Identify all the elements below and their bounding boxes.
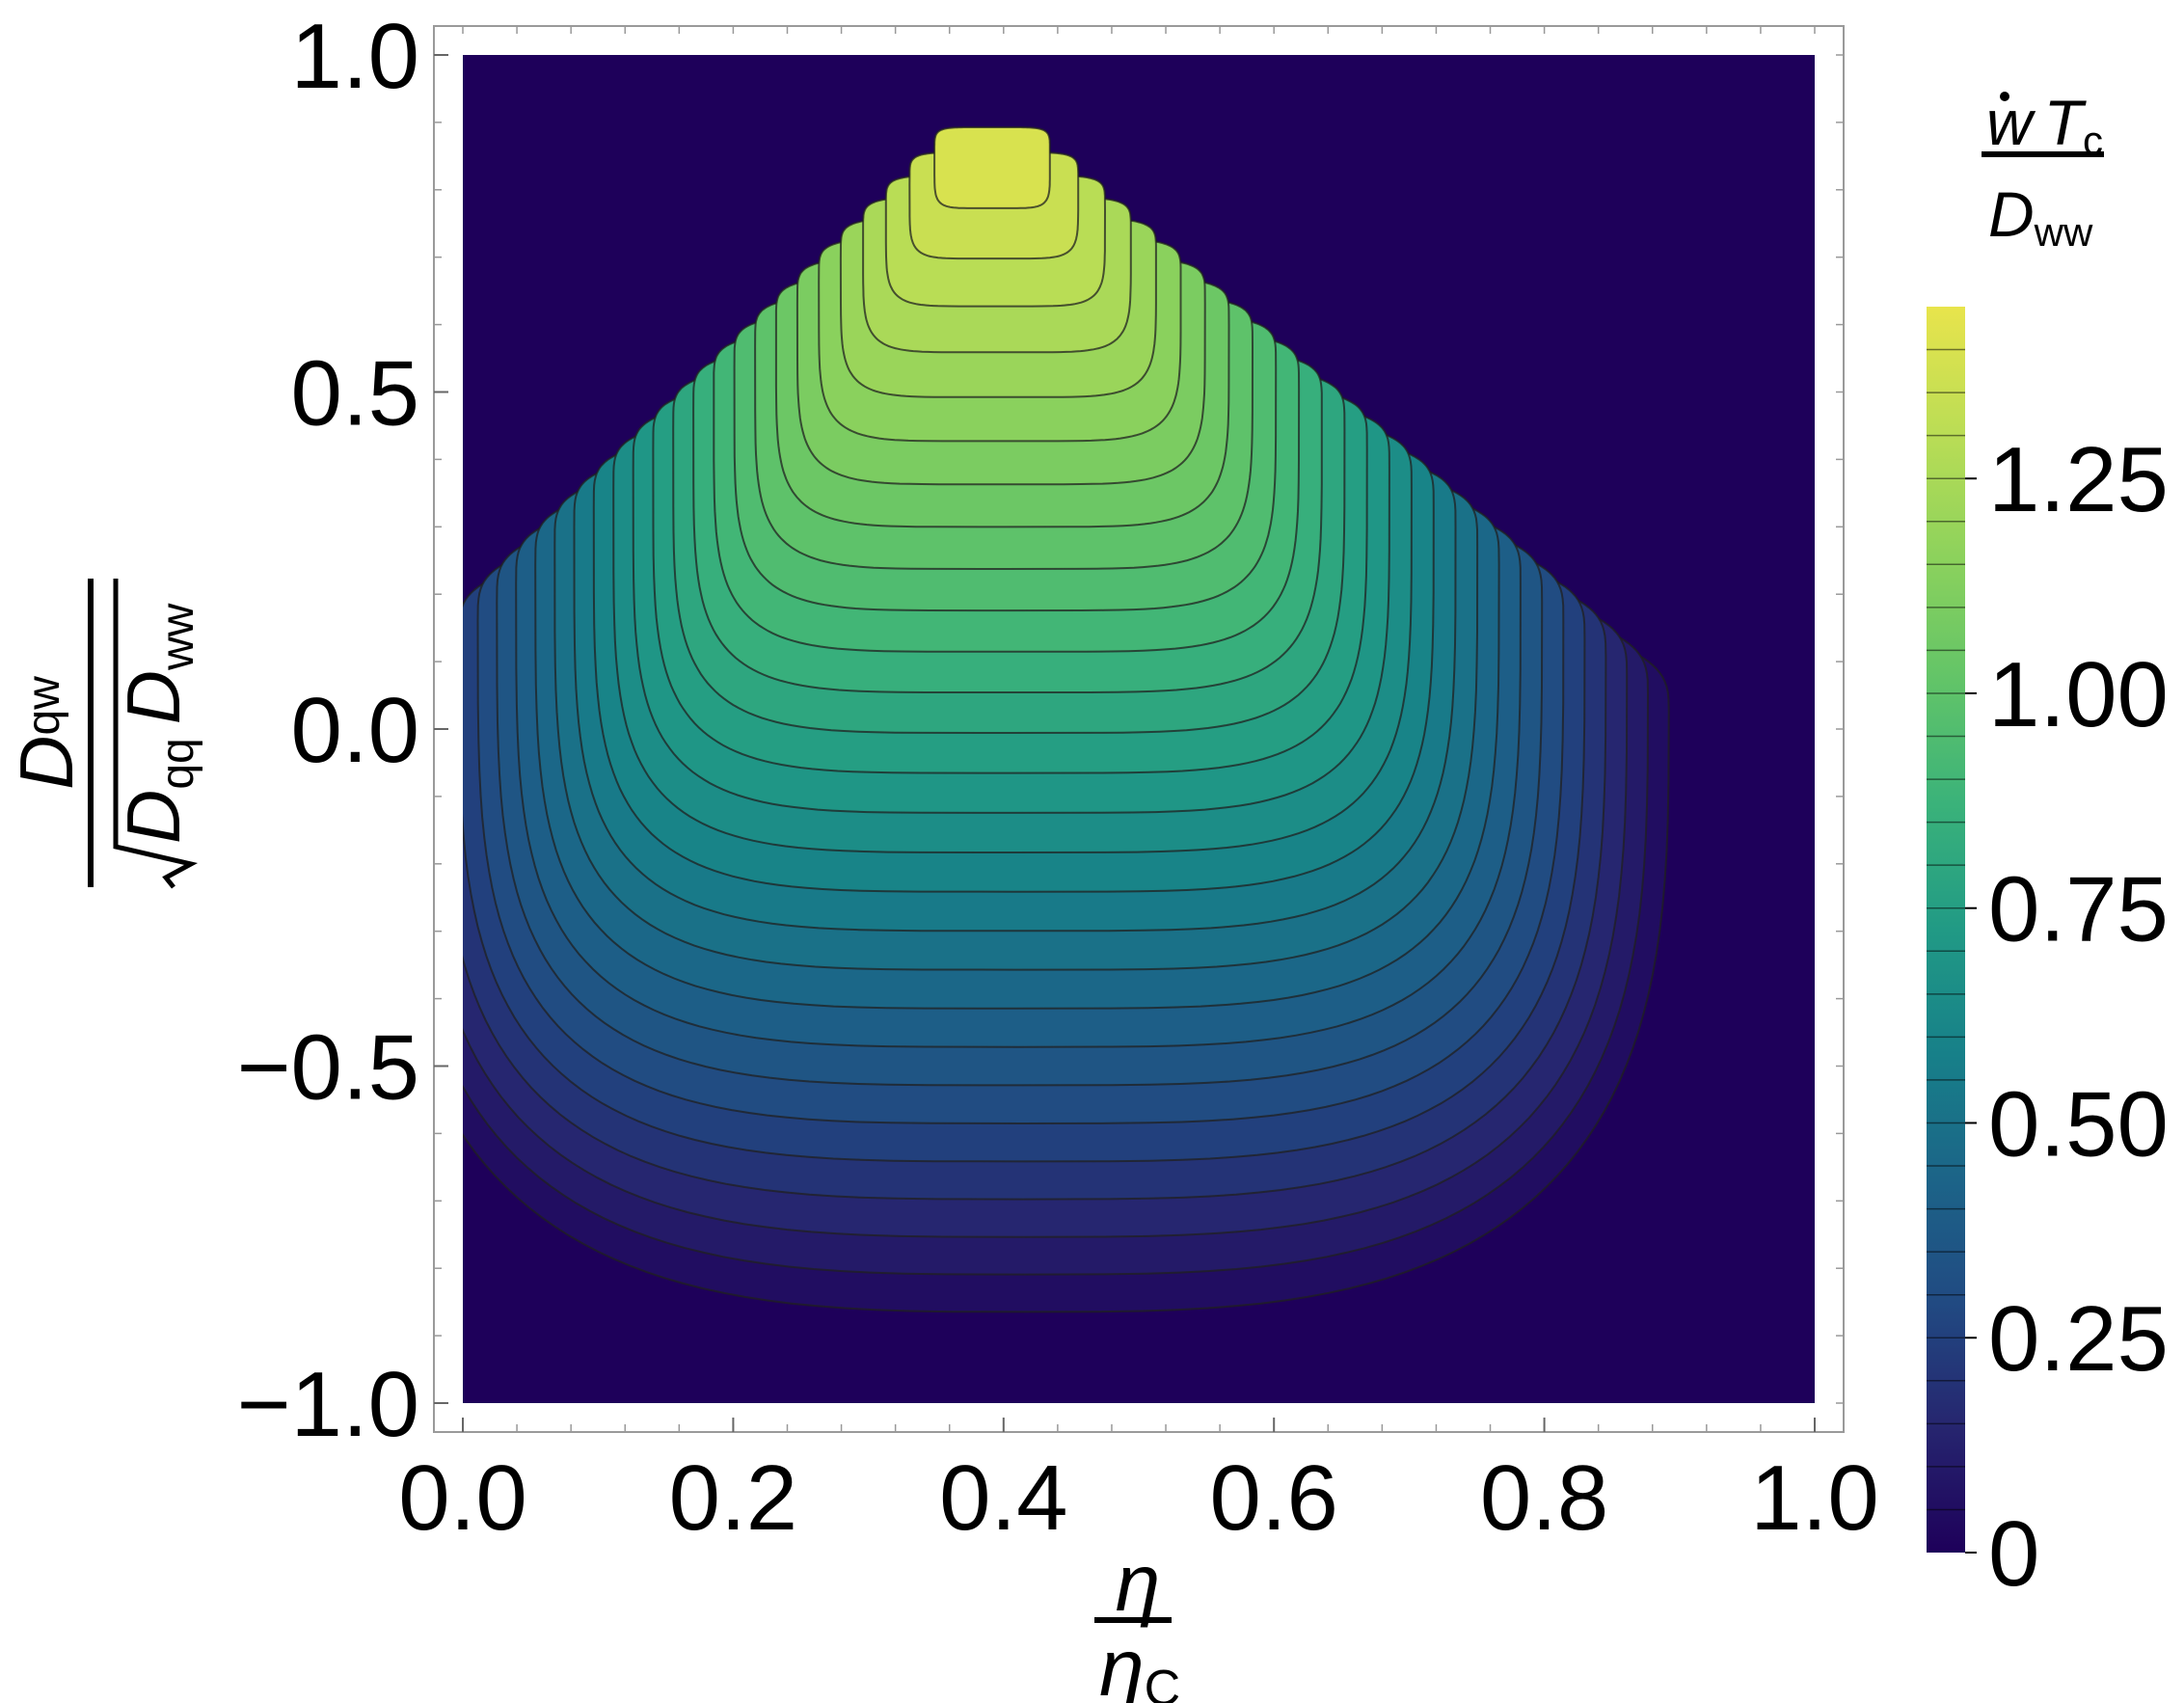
colorbar-tick-label: 0.25 xyxy=(1988,1287,2169,1391)
y-axis-label: Dqw DqqDww xyxy=(4,579,203,889)
colorbar-tick-label: 0 xyxy=(1988,1502,2039,1606)
y-tick-label: −1.0 xyxy=(236,1353,419,1456)
x-tick-label: 0.8 xyxy=(1480,1446,1608,1550)
contour-bands xyxy=(463,126,1670,1313)
x-axis-label: η ηC xyxy=(1094,1537,1180,1703)
x-tick-label: 0.6 xyxy=(1209,1446,1337,1550)
colorbar xyxy=(1927,307,1965,1553)
colorbar-tick-label: 0.75 xyxy=(1988,858,2169,961)
x-label-denominator: ηC xyxy=(1099,1622,1180,1703)
colorbar-tick-label: 1.25 xyxy=(1988,428,2169,531)
colorbar-title: w Tc Dww xyxy=(1982,87,2104,255)
y-tick-label: 1.0 xyxy=(291,5,419,108)
colorbar-tick-label: 0.50 xyxy=(1988,1072,2169,1176)
y-tick-label: 0.5 xyxy=(291,342,419,446)
y-axis-ticks: −1.0 −0.5 0.0 0.5 1.0 xyxy=(236,5,448,1456)
x-tick-label: 0.0 xyxy=(398,1446,526,1550)
y-label-denominator: DqqDww xyxy=(111,603,203,844)
contour-band xyxy=(933,126,1051,209)
colorbar-ticks: 0 0.25 0.50 0.75 1.00 1.25 xyxy=(1965,428,2169,1606)
x-tick-label: 0.4 xyxy=(939,1446,1067,1550)
colorbar-title-numerator: w Tc xyxy=(1986,87,2103,163)
y-label-numerator: Dqw xyxy=(4,676,89,790)
x-axis-ticks: 0.0 0.2 0.4 0.6 0.8 1.0 xyxy=(398,1418,1879,1550)
x-tick-label: 0.2 xyxy=(669,1446,797,1550)
y-tick-label: −0.5 xyxy=(236,1016,419,1120)
colorbar-level-lines xyxy=(1927,348,1965,1511)
y-tick-label: 0.0 xyxy=(291,679,419,782)
x-tick-label: 1.0 xyxy=(1750,1446,1878,1550)
colorbar-tick-label: 1.00 xyxy=(1988,643,2169,746)
x-label-numerator: η xyxy=(1116,1537,1161,1628)
colorbar-title-denominator: Dww xyxy=(1988,178,2093,255)
